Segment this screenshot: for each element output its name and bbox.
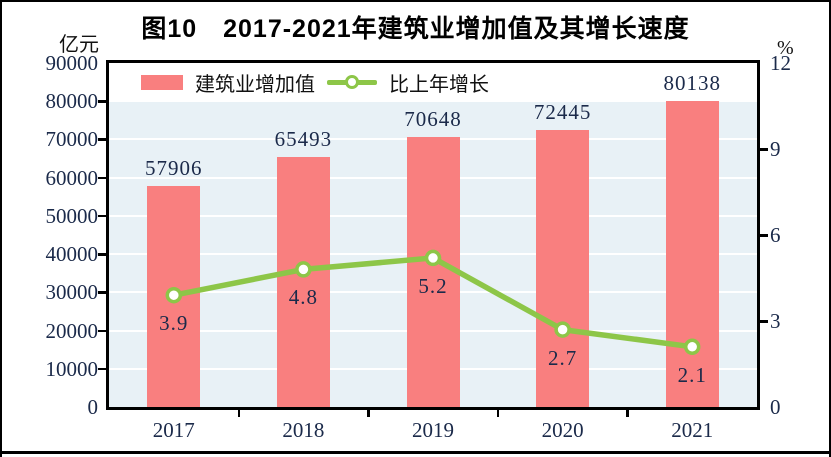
left-axis-tick-label: 90000 [45,51,99,75]
left-axis-tick-label: 40000 [45,242,99,267]
right-axis-tick-label: 9 [770,137,781,161]
right-axis-tick [760,320,768,323]
growth-value-label: 5.2 [418,273,448,298]
legend-bar-label: 建筑业增加值 [195,73,315,96]
left-axis-tick [98,138,106,141]
x-axis-label-2019: 2019 [412,418,454,442]
right-axis-tick [760,234,768,237]
bottom-rule [2,451,829,454]
line-marker [165,286,183,304]
bottom-axis-tick [367,408,370,417]
left-axis-tick [98,214,106,218]
bar-value-label: 57906 [145,155,203,180]
left-axis-unit: 亿元 [59,34,99,56]
legend-line-label: 比上年增长 [389,73,489,96]
growth-value-label: 2.7 [547,345,578,370]
right-axis-tick-label: 0 [770,395,781,419]
left-axis-tick [98,176,106,180]
plot-area: 建筑业增加值 比上年增长 57906 65493 70648 72445 80138 3.… [106,60,760,410]
bar-2019 [406,136,460,407]
left-axis-tick-label: 0 [87,395,99,419]
left-axis-tick-label: 10000 [45,356,99,381]
left-axis-tick [98,367,106,371]
x-axis-label-2018: 2018 [282,418,325,442]
legend-line-swatch [327,75,377,89]
line-marker [554,321,571,338]
left-axis-tick [98,329,106,333]
growth-value-label: 3.9 [159,311,189,336]
bar-value-label: 80138 [663,70,721,95]
line-marker [295,261,312,278]
bar-2018 [276,156,330,407]
left-axis-tick [98,253,106,256]
left-axis-tick-label: 70000 [45,127,99,152]
bottom-axis-tick [626,408,629,417]
bottom-axis-tick [237,408,241,417]
bar-2021 [665,100,719,407]
growth-value-label: 2.1 [677,362,707,387]
gridline [109,100,757,103]
line-marker [683,338,701,356]
right-axis-unit: % [777,37,794,59]
x-axis-label-2021: 2021 [671,418,714,442]
chart-title: 图10 2017-2021年建筑业增加值及其增长速度 [141,15,690,43]
growth-line [165,249,701,356]
left-axis-tick [98,100,106,103]
legend-band [109,63,757,102]
line-marker [424,249,442,267]
bar-value-label: 65493 [274,126,333,151]
left-axis-tick-label: 50000 [45,203,99,228]
left-axis-tick-label: 60000 [45,165,99,190]
left-axis-tick-label: 20000 [45,318,99,343]
left-axis-tick-label: 80000 [45,89,99,114]
right-axis-tick [760,148,768,151]
bottom-axis-tick [496,408,500,417]
right-axis-tick-label: 3 [770,309,781,333]
legend-marker-icon [345,75,359,89]
left-axis-tick-label: 30000 [45,280,99,305]
x-axis-label-2020: 2020 [541,418,584,442]
x-axis-label-2017: 2017 [152,418,195,442]
right-axis-tick-label: 6 [770,223,781,247]
bar-2020 [536,130,590,407]
bar-value-label: 70648 [404,106,462,131]
right-axis-tick-label: 12 [770,51,791,75]
legend-bar-swatch [141,74,183,90]
bar-value-label: 72445 [533,100,592,125]
growth-value-label: 4.8 [288,285,319,310]
legend: 建筑业增加值 比上年增长 [141,69,489,96]
left-axis-tick [98,291,106,294]
